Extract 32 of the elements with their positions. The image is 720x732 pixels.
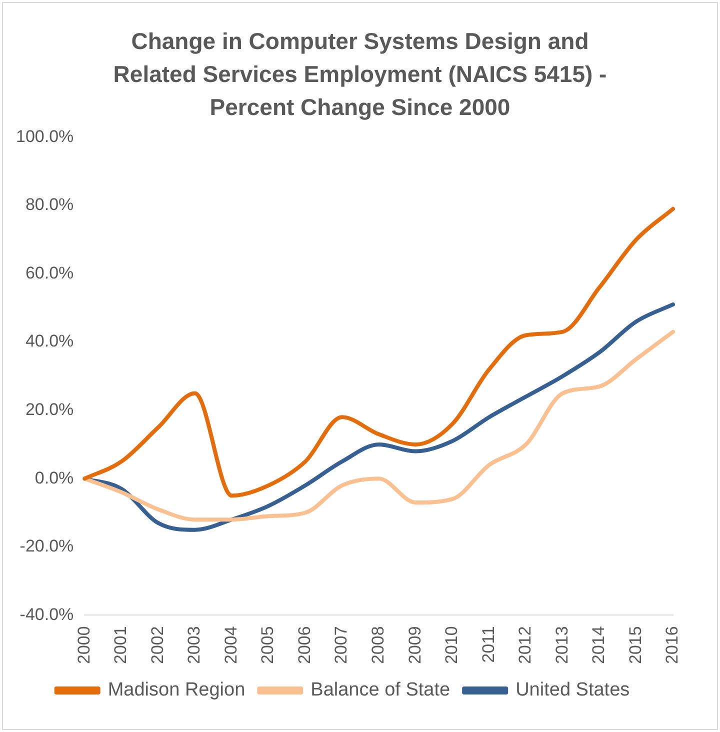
legend-label: Balance of State bbox=[310, 680, 450, 701]
x-tick-label: 2007 bbox=[332, 626, 351, 664]
x-tick-label: 2012 bbox=[516, 626, 535, 664]
x-tick-label: 2000 bbox=[74, 626, 94, 664]
line-series bbox=[82, 206, 675, 498]
y-tick-label: 100.0% bbox=[16, 126, 74, 146]
x-tick-label: 2006 bbox=[294, 626, 314, 664]
y-tick-label: 40.0% bbox=[25, 332, 74, 351]
x-tick-label: 2004 bbox=[221, 626, 240, 664]
x-tick-label: 2005 bbox=[258, 626, 278, 664]
legend-label: Madison Region bbox=[108, 680, 246, 701]
legend-label: United States bbox=[516, 680, 630, 701]
y-tick-label: 20.0% bbox=[25, 400, 74, 420]
x-tick-label: 2014 bbox=[589, 626, 608, 664]
y-tick-label: 80.0% bbox=[25, 195, 74, 214]
y-tick-label: -20.0% bbox=[20, 536, 74, 556]
y-tick-label: 0.0% bbox=[34, 468, 74, 488]
x-tick-label: 2015 bbox=[626, 626, 645, 664]
y-tick-label: -40.0% bbox=[20, 604, 74, 624]
x-tick-label: 2002 bbox=[148, 626, 167, 664]
line-series bbox=[82, 330, 675, 522]
y-tick-label: 60.0% bbox=[25, 263, 74, 282]
x-tick-label: 2003 bbox=[184, 626, 204, 664]
x-tick-label: 2001 bbox=[111, 626, 130, 664]
x-tick-label: 2013 bbox=[552, 626, 572, 664]
x-tick-label: 2016 bbox=[662, 626, 682, 664]
line-series bbox=[82, 302, 675, 532]
x-tick-label: 2010 bbox=[442, 626, 462, 664]
x-tick-label: 2011 bbox=[478, 626, 498, 663]
chart-title: Change in Computer Systems Design and Related Services Employment (NAICS 5415) - Percent Change Since 2000 bbox=[112, 27, 608, 122]
x-tick-label: 2009 bbox=[405, 626, 424, 664]
x-tick-label: 2008 bbox=[368, 626, 388, 664]
